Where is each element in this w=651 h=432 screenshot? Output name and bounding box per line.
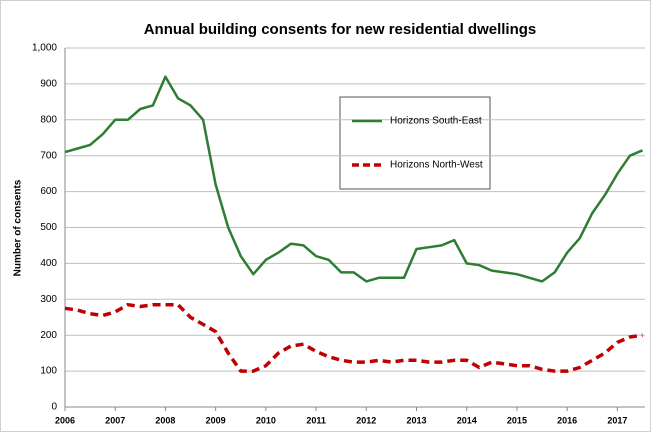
x-tick-label: 2006 xyxy=(55,415,75,425)
x-tick-label: 2015 xyxy=(507,415,527,425)
y-tick-label: 900 xyxy=(40,79,57,90)
y-tick-label: 200 xyxy=(40,330,57,341)
x-tick-label: 2017 xyxy=(607,415,627,425)
x-tick-label: 2013 xyxy=(406,415,426,425)
y-tick-label: 400 xyxy=(40,258,57,269)
y-tick-label: 0 xyxy=(51,402,57,413)
y-tick-label: 600 xyxy=(40,186,57,197)
y-tick-label: 700 xyxy=(40,150,57,161)
x-tick-label: 2009 xyxy=(206,415,226,425)
legend-label: Horizons North-West xyxy=(390,160,483,171)
y-axis-label: Number of consents xyxy=(13,179,24,276)
legend-box xyxy=(339,96,491,190)
x-tick-label: 2016 xyxy=(557,415,577,425)
x-tick-label: 2008 xyxy=(155,415,175,425)
y-tick-label: 300 xyxy=(40,294,57,305)
x-tick-label: 2012 xyxy=(356,415,376,425)
chart-title: Annual building consents for new residen… xyxy=(144,21,537,38)
legend-label: Horizons South-East xyxy=(390,116,482,127)
y-tick-label: 800 xyxy=(40,114,57,125)
x-tick-label: 2010 xyxy=(256,415,276,425)
x-tick-label: 2011 xyxy=(306,415,326,425)
series-line xyxy=(64,75,643,283)
y-tick-label: 500 xyxy=(40,222,57,233)
y-tick-label: 1,000 xyxy=(32,43,57,54)
y-tick-label: 100 xyxy=(40,366,57,377)
x-tick-label: 2007 xyxy=(105,415,125,425)
x-tick-label: 2014 xyxy=(457,415,477,425)
